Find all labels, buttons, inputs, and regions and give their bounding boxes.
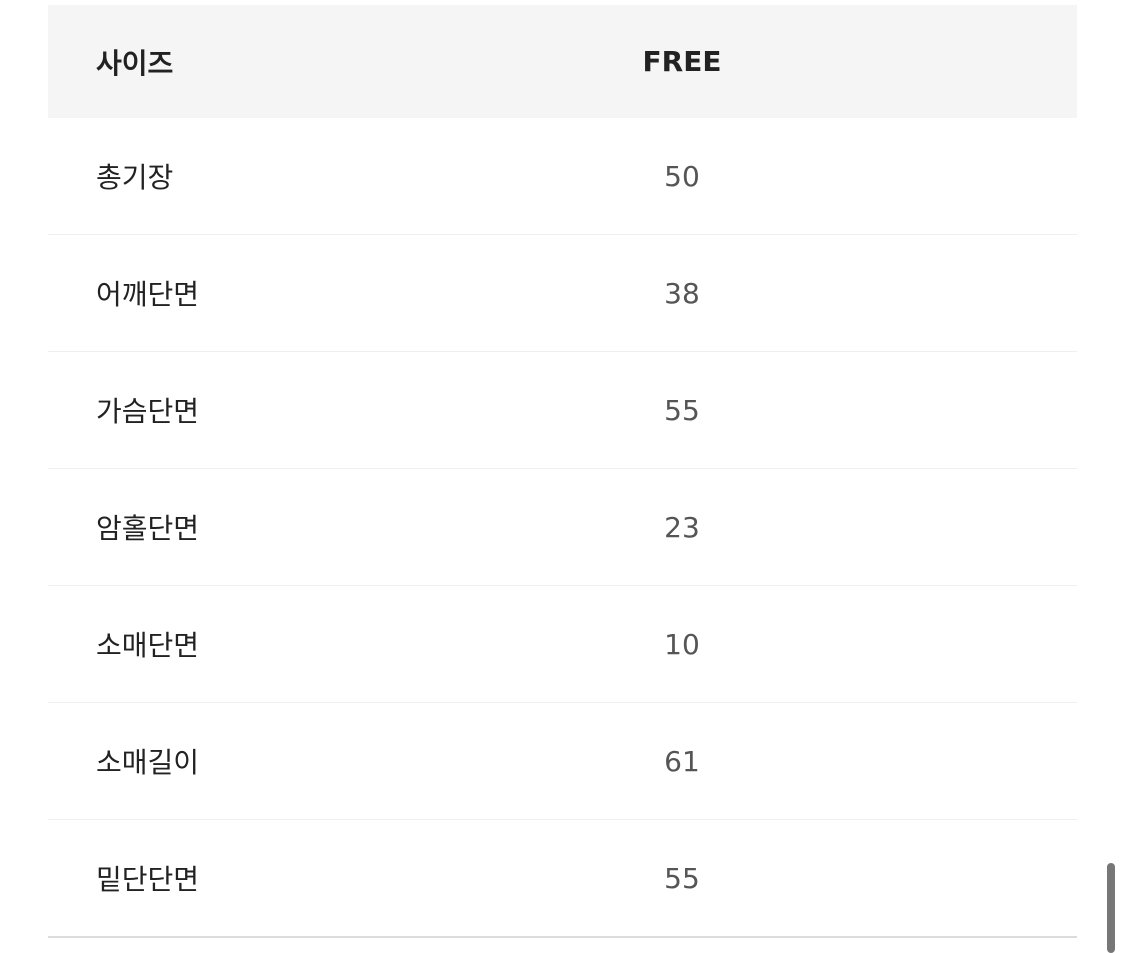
table-row: 밑단단면 55 (48, 820, 1077, 938)
row-label: 가슴단면 (96, 395, 200, 428)
row-value: 55 (664, 861, 700, 895)
table-row: 소매단면 10 (48, 586, 1077, 703)
row-label: 어깨단면 (96, 278, 200, 311)
size-table: 사이즈 FREE 총기장 50 어깨단면 38 가슴단면 55 암홀단면 23 … (48, 5, 1077, 938)
row-label: 밑단단면 (96, 863, 200, 896)
table-row: 가슴단면 55 (48, 352, 1077, 469)
row-label: 총기장 (96, 161, 174, 194)
row-label: 암홀단면 (96, 512, 200, 545)
row-value: 61 (664, 744, 700, 778)
row-label: 소매단면 (96, 629, 200, 662)
table-row: 총기장 50 (48, 118, 1077, 235)
table-header: 사이즈 FREE (48, 5, 1077, 118)
header-label: 사이즈 (96, 46, 174, 80)
scrollbar[interactable] (1107, 863, 1115, 953)
row-value: 38 (664, 276, 700, 310)
table-row: 어깨단면 38 (48, 235, 1077, 352)
row-value: 50 (664, 159, 700, 193)
row-value: 23 (664, 510, 700, 544)
table-row: 암홀단면 23 (48, 469, 1077, 586)
table-row: 소매길이 61 (48, 703, 1077, 820)
row-value: 55 (664, 393, 700, 427)
row-label: 소매길이 (96, 746, 200, 779)
row-value: 10 (664, 627, 700, 661)
header-value: FREE (642, 45, 722, 78)
